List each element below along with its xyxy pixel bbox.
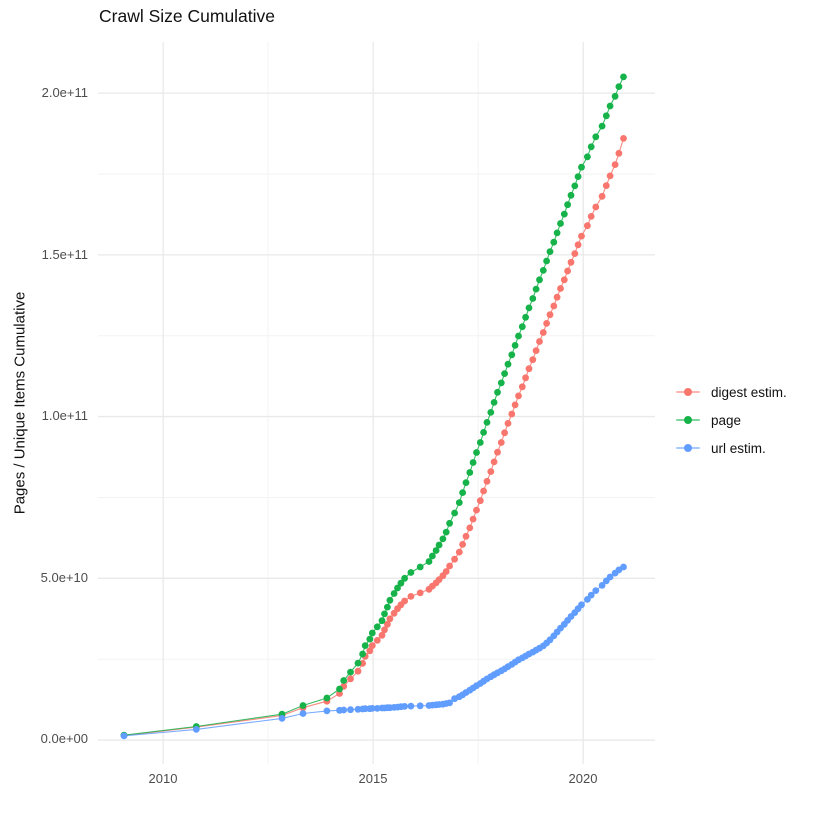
y-tick-label: 1.0e+11 — [41, 408, 88, 423]
legend-item: page — [676, 406, 787, 434]
legend-item: digest estim. — [676, 378, 787, 406]
legend-key — [676, 414, 700, 426]
legend-label: page — [711, 412, 742, 428]
y-tick-label: 2.0e+11 — [41, 85, 88, 100]
legend-label: url estim. — [711, 440, 766, 456]
x-tick-label: 2015 — [358, 771, 388, 786]
legend-key — [676, 386, 700, 398]
chart-title: Crawl Size Cumulative — [99, 6, 276, 26]
legend: digest estim. page url estim. — [676, 378, 787, 462]
y-tick-label: 0.0e+00 — [40, 731, 88, 746]
legend-point-icon — [684, 388, 692, 396]
y-tick-label: 1.5e+11 — [41, 247, 88, 262]
x-tick-label: 2020 — [568, 771, 598, 786]
legend-key — [676, 442, 700, 454]
y-tick-label: 5.0e+10 — [40, 570, 88, 585]
chart-panel — [98, 42, 655, 764]
legend-label: digest estim. — [711, 384, 787, 400]
x-tick-label: 2010 — [148, 771, 178, 786]
y-axis-title: Pages / Unique Items Cumulative — [11, 291, 29, 515]
legend-point-icon — [684, 444, 692, 452]
legend-point-icon — [684, 416, 692, 424]
legend-item: url estim. — [676, 434, 787, 462]
